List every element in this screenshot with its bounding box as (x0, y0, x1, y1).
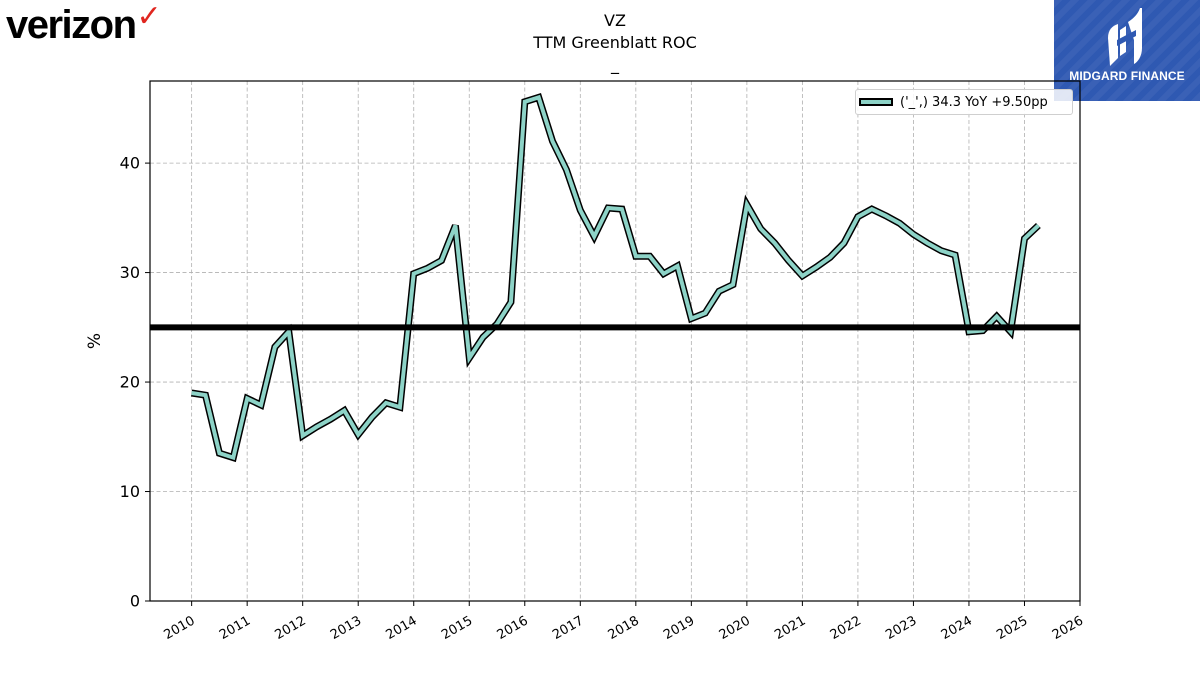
x-tick-label: 2019 (661, 613, 697, 643)
chart-title-block: VZ TTM Greenblatt ROC _ (465, 10, 765, 76)
y-tick-label: 40 (120, 154, 140, 173)
y-tick-label: 20 (120, 373, 140, 392)
x-tick-label: 2010 (161, 613, 197, 643)
midgard-finance-badge: MIDGARD FINANCE (1054, 0, 1200, 101)
chart-title: VZ (604, 11, 626, 30)
x-tick-label: 2012 (273, 613, 309, 643)
chart-legend: ('_',) 34.3 YoY +9.50pp (855, 89, 1073, 115)
x-tick-label: 2017 (550, 613, 586, 643)
series-line (191, 94, 1040, 461)
chart-subtitle-secondary: _ (611, 55, 619, 74)
grid-lines (150, 81, 1080, 601)
legend-label: ('_',) 34.3 YoY +9.50pp (900, 94, 1048, 110)
chart-subtitle: TTM Greenblatt ROC (533, 33, 697, 52)
y-axis-label: % (85, 333, 105, 349)
logo-wordmark: verizon (6, 3, 137, 47)
x-tick-label: 2011 (217, 613, 253, 643)
series-line-outline (191, 93, 1041, 463)
x-tick-label: 2014 (384, 613, 420, 643)
x-tick-label: 2024 (939, 613, 975, 643)
midgard-logo-icon (1108, 8, 1142, 66)
x-tick-label: 2013 (328, 613, 364, 643)
verizon-logo: verizon ✓ (6, 2, 162, 48)
x-tick-label: 2021 (772, 613, 808, 643)
plot-frame (149, 80, 1081, 602)
x-tick-label: 2016 (495, 613, 531, 643)
y-tick-label: 0 (130, 592, 140, 611)
badge-text: MIDGARD FINANCE (1069, 69, 1185, 83)
x-tick-label: 2025 (994, 613, 1030, 643)
y-tick-label: 30 (120, 263, 140, 282)
x-tick-label: 2023 (883, 613, 919, 643)
x-tick-label: 2020 (717, 613, 753, 643)
x-tick-label: 2015 (439, 613, 475, 643)
legend-swatch (859, 98, 893, 106)
checkmark-icon: ✓ (136, 0, 162, 34)
series-layer (191, 93, 1041, 463)
x-tick-label: 2026 (1050, 613, 1086, 643)
x-tick-label: 2022 (828, 613, 864, 643)
x-tick-label: 2018 (606, 613, 642, 643)
y-tick-label: 10 (120, 482, 140, 501)
